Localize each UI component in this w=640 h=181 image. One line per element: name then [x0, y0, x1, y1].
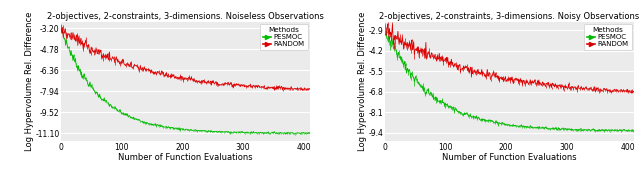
Y-axis label: Log Hypervolume Rel. Difference: Log Hypervolume Rel. Difference: [25, 12, 34, 151]
Legend: PESMOC, RANDOM: PESMOC, RANDOM: [260, 24, 308, 50]
Y-axis label: Log Hypervolume Rel. Difference: Log Hypervolume Rel. Difference: [358, 12, 367, 151]
X-axis label: Number of Function Evaluations: Number of Function Evaluations: [118, 153, 253, 162]
X-axis label: Number of Function Evaluations: Number of Function Evaluations: [442, 153, 577, 162]
Title: 2-objectives, 2-constraints, 3-dimensions. Noiseless Observations: 2-objectives, 2-constraints, 3-dimension…: [47, 12, 324, 21]
Legend: PESMOC, RANDOM: PESMOC, RANDOM: [584, 24, 632, 50]
Title: 2-objectives, 2-constraints, 3-dimensions. Noisy Observations: 2-objectives, 2-constraints, 3-dimension…: [379, 12, 639, 21]
